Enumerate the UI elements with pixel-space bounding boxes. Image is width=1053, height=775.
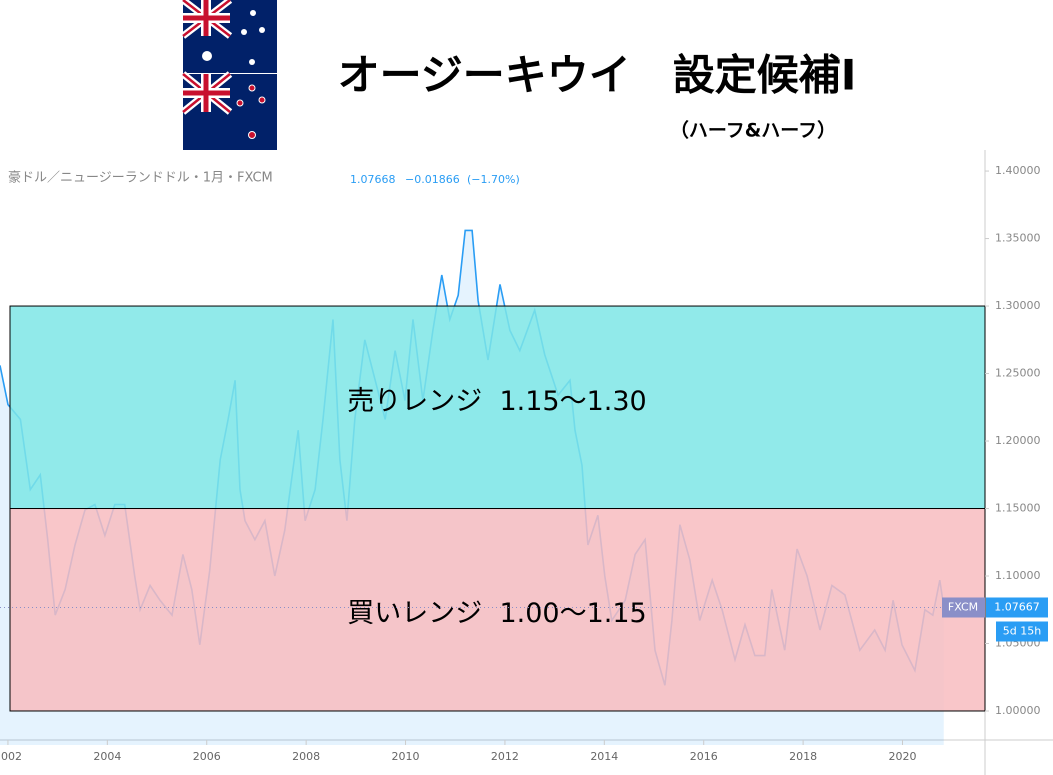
- y-tick-label: 1.25000: [995, 367, 1041, 380]
- y-tick-label: 1.30000: [995, 299, 1041, 312]
- x-tick-label: 2002: [0, 750, 22, 763]
- chart-subtitle: （ハーフ&ハーフ）: [670, 119, 836, 142]
- quote-percent: (−1.70%): [467, 173, 520, 186]
- plot-area: 売りレンジ 1.15〜1.30 買いレンジ 1.00〜1.15: [0, 229, 986, 745]
- source-tag: [942, 597, 985, 618]
- price-tag: [986, 597, 1048, 618]
- x-tick-label: 2008: [292, 750, 320, 763]
- quote-change: −0.01866: [405, 173, 460, 186]
- symbol-label: 豪ドル／ニュージーランドドル・1月・FXCM: [8, 170, 273, 186]
- source-label: FXCM: [948, 600, 978, 613]
- x-tick-label: 2004: [93, 750, 121, 763]
- x-tick-label: 2018: [789, 750, 817, 763]
- x-tick-label: 2010: [392, 750, 420, 763]
- range-box: [9, 508, 986, 712]
- x-tick-label: 2016: [690, 750, 718, 763]
- quote-price: 1.07668: [350, 173, 396, 186]
- flag-new-zealand: [180, 71, 277, 150]
- range-label: 買いレンジ 1.00〜1.15: [347, 598, 646, 629]
- y-tick-label: 1.35000: [995, 232, 1041, 245]
- chart-title: オージーキウイ 設定候補Ⅰ: [338, 51, 857, 100]
- x-tick-label: 2012: [491, 750, 519, 763]
- countdown-tag: [996, 621, 1048, 642]
- x-tick-label: 2006: [193, 750, 221, 763]
- x-tick-label: 2020: [889, 750, 917, 763]
- y-tick-label: 1.40000: [995, 164, 1041, 177]
- y-tick-label: 1.20000: [995, 434, 1041, 447]
- y-tick-label: 1.00000: [995, 704, 1041, 717]
- countdown-label: 5d 15h: [1003, 624, 1041, 637]
- x-tick-label: 2014: [590, 750, 618, 763]
- range-label: 売りレンジ 1.15〜1.30: [347, 386, 646, 417]
- y-tick-label: 1.15000: [995, 502, 1041, 515]
- y-tick-label: 1.10000: [995, 569, 1041, 582]
- last-price-label: 1.07667: [994, 600, 1040, 613]
- flag-australia: [180, 0, 277, 73]
- range-box: [9, 305, 986, 510]
